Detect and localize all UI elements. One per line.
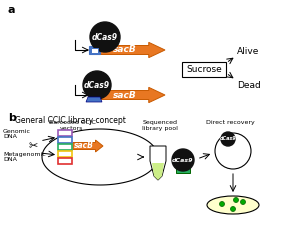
Ellipse shape [207, 196, 259, 214]
Bar [58, 144, 72, 150]
Text: Sequenced
library pool: Sequenced library pool [142, 120, 178, 131]
Text: dCas9: dCas9 [172, 158, 194, 162]
Circle shape [90, 22, 120, 52]
Text: dCas9: dCas9 [84, 80, 110, 89]
Text: Genomic
DNA: Genomic DNA [3, 129, 31, 139]
Text: ✂: ✂ [28, 141, 38, 151]
Bar [58, 158, 72, 164]
Text: Sucrose: Sucrose [219, 203, 247, 209]
Bar [58, 151, 72, 157]
Polygon shape [222, 146, 242, 154]
Text: Alive: Alive [237, 47, 260, 55]
Circle shape [83, 71, 111, 99]
Bar [176, 168, 190, 173]
Bar [89, 91, 100, 99]
Text: sacB: sacB [112, 90, 136, 99]
Text: Barcoded CCIC
vectors: Barcoded CCIC vectors [49, 120, 95, 131]
Bar [89, 46, 100, 54]
Text: a: a [8, 5, 16, 15]
Text: Metagenomic
DNA: Metagenomic DNA [3, 152, 46, 162]
Circle shape [172, 149, 194, 171]
Polygon shape [100, 42, 165, 58]
Text: dCas9: dCas9 [92, 32, 118, 41]
Circle shape [241, 199, 245, 205]
FancyBboxPatch shape [182, 62, 226, 77]
Text: Sucrose: Sucrose [186, 65, 222, 74]
Circle shape [221, 132, 235, 146]
Text: b: b [8, 113, 16, 123]
Bar [91, 48, 98, 52]
Polygon shape [152, 163, 164, 180]
Circle shape [220, 202, 224, 206]
Text: dCas9: dCas9 [220, 137, 236, 141]
Bar [58, 137, 72, 143]
Text: Direct recovery: Direct recovery [206, 120, 254, 125]
Bar [58, 130, 72, 136]
Circle shape [233, 198, 238, 202]
Polygon shape [150, 146, 166, 180]
Polygon shape [73, 140, 103, 152]
Circle shape [230, 206, 236, 212]
Text: sacB: sacB [112, 45, 136, 55]
Circle shape [215, 133, 251, 169]
Text: General CCIC library concept: General CCIC library concept [15, 116, 126, 125]
Polygon shape [86, 97, 102, 102]
Text: sacB: sacB [74, 141, 94, 151]
Text: Dead: Dead [237, 80, 261, 89]
Polygon shape [100, 87, 165, 103]
Text: sacB: sacB [222, 147, 237, 153]
